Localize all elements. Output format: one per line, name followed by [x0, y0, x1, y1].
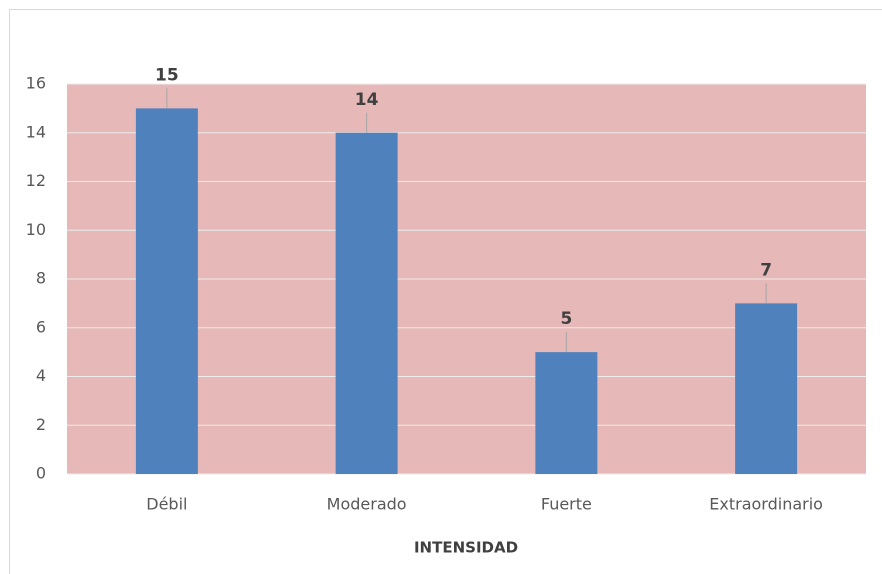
x-tick-label: Extraordinario [709, 495, 823, 514]
x-axis-title: INTENSIDAD [414, 539, 518, 557]
bar [335, 132, 398, 474]
value-label: 15 [155, 65, 179, 85]
y-tick-label: 8 [36, 269, 46, 288]
value-label: 5 [560, 309, 572, 329]
y-tick-label: 2 [36, 415, 46, 434]
y-tick-label: 16 [26, 74, 46, 93]
x-tick-label: Débil [146, 495, 187, 514]
bar [135, 108, 198, 474]
value-label: 14 [355, 90, 379, 110]
y-tick-label: 14 [26, 122, 46, 141]
y-tick-label: 10 [26, 220, 46, 239]
y-tick-label: 6 [36, 317, 46, 336]
y-tick-label: 4 [36, 366, 46, 385]
x-tick-label: Moderado [327, 495, 407, 514]
bar [535, 352, 598, 474]
y-tick-label: 0 [36, 464, 46, 483]
bar [735, 303, 798, 474]
x-tick-label: Fuerte [541, 495, 592, 514]
value-label: 7 [760, 260, 772, 280]
y-tick-label: 12 [26, 171, 46, 190]
